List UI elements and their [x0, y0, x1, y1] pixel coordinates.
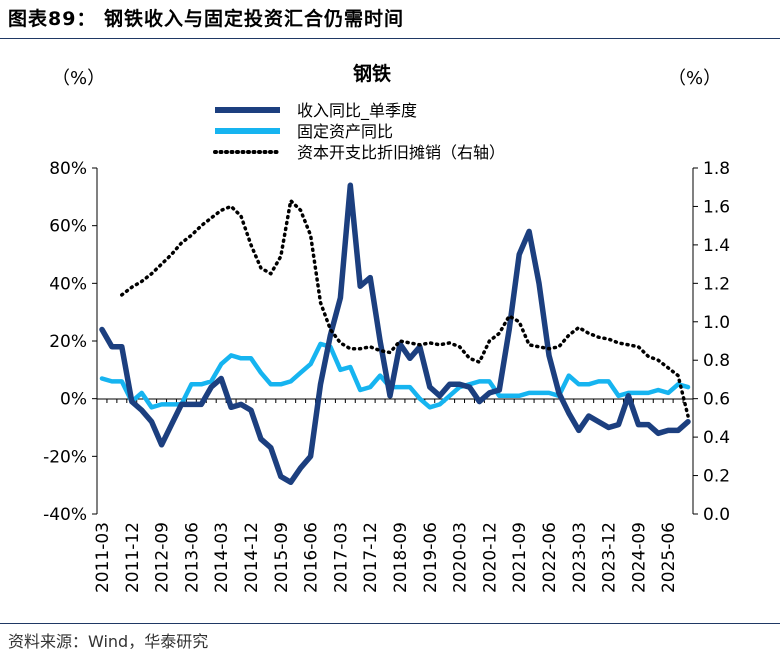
left-axis-unit: （%）	[52, 68, 105, 89]
right-axis-unit: （%）	[668, 68, 721, 89]
source-note: 资料来源：Wind，华泰研究	[8, 632, 209, 651]
source-rule	[0, 623, 780, 624]
right-tick-label: 1.0	[703, 313, 730, 333]
x-tick-label: 2015-09	[272, 522, 292, 593]
series-line-revenue	[99, 182, 691, 486]
figure-title: 图表89： 钢铁收入与固定投资汇合仍需时间	[8, 8, 405, 30]
x-tick-label: 2017-12	[361, 522, 381, 593]
x-tick-label: 2016-06	[302, 522, 322, 593]
x-tick-label: 2018-09	[391, 522, 411, 593]
x-tick-label: 2013-06	[182, 522, 202, 593]
legend-label-fixed-asset: 固定资产同比	[297, 122, 393, 141]
right-tick-label: 1.4	[703, 236, 730, 256]
left-tick-label: -40%	[43, 505, 87, 525]
chart: 钢铁 （%） （%） 收入同比_单季度 固定资产同比 资本开支比折旧摊销（右轴）…	[43, 62, 730, 593]
x-tick-label: 2024-09	[629, 522, 649, 593]
right-tick-label: 0.8	[703, 351, 730, 371]
x-tick-label: 2017-03	[331, 522, 351, 593]
series-line-fixed-asset	[99, 341, 691, 410]
right-tick-label: 1.8	[703, 159, 730, 179]
right-tick-label: 1.2	[703, 274, 730, 294]
right-axis-ticks: 1.8 1.6 1.4 1.2 1.0 0.8 0.6 0.4 0.2 0.0	[693, 159, 730, 525]
legend-label-revenue: 收入同比_单季度	[297, 101, 417, 121]
left-tick-label: -20%	[43, 447, 87, 467]
x-tick-label: 2019-06	[421, 522, 441, 593]
right-tick-label: 0.6	[703, 390, 730, 410]
right-tick-label: 0.0	[703, 505, 730, 525]
x-axis-ticks: 2011-03 2011-12 2012-09 2013-06 2014-03 2014-…	[93, 399, 694, 593]
x-tick-label: 2023-03	[570, 522, 590, 593]
x-tick-label: 2012-09	[153, 522, 173, 593]
left-axis-ticks: 80% 60% 40% 20% 0% -20% -40%	[43, 159, 97, 525]
x-tick-label: 2020-12	[480, 522, 500, 593]
x-tick-label: 2011-03	[93, 522, 113, 593]
left-tick-label: 40%	[49, 274, 87, 294]
left-tick-label: 80%	[49, 159, 87, 179]
x-tick-label: 2014-12	[242, 522, 262, 593]
chart-title: 钢铁	[353, 62, 391, 85]
right-tick-label: 0.2	[703, 467, 730, 487]
legend-label-capex: 资本开支比折旧摊销（右轴）	[297, 143, 505, 162]
x-tick-label: 2014-03	[212, 522, 232, 593]
left-tick-label: 60%	[49, 217, 87, 237]
x-tick-label: 2022-06	[540, 522, 560, 593]
x-tick-label: 2020-03	[451, 522, 471, 593]
x-tick-label: 2011-12	[123, 522, 143, 593]
right-tick-label: 1.6	[703, 197, 730, 217]
left-tick-label: 0%	[60, 390, 87, 410]
right-tick-label: 0.4	[703, 428, 730, 448]
x-tick-label: 2025-06	[659, 522, 679, 593]
series-line-capex	[120, 198, 690, 418]
series-layer	[99, 182, 691, 486]
title-rule	[0, 38, 780, 39]
x-tick-label: 2021-09	[510, 522, 530, 593]
legend: 收入同比_单季度 固定资产同比 资本开支比折旧摊销（右轴）	[213, 101, 505, 162]
x-tick-label: 2023-12	[600, 522, 620, 593]
left-tick-label: 20%	[49, 332, 87, 352]
